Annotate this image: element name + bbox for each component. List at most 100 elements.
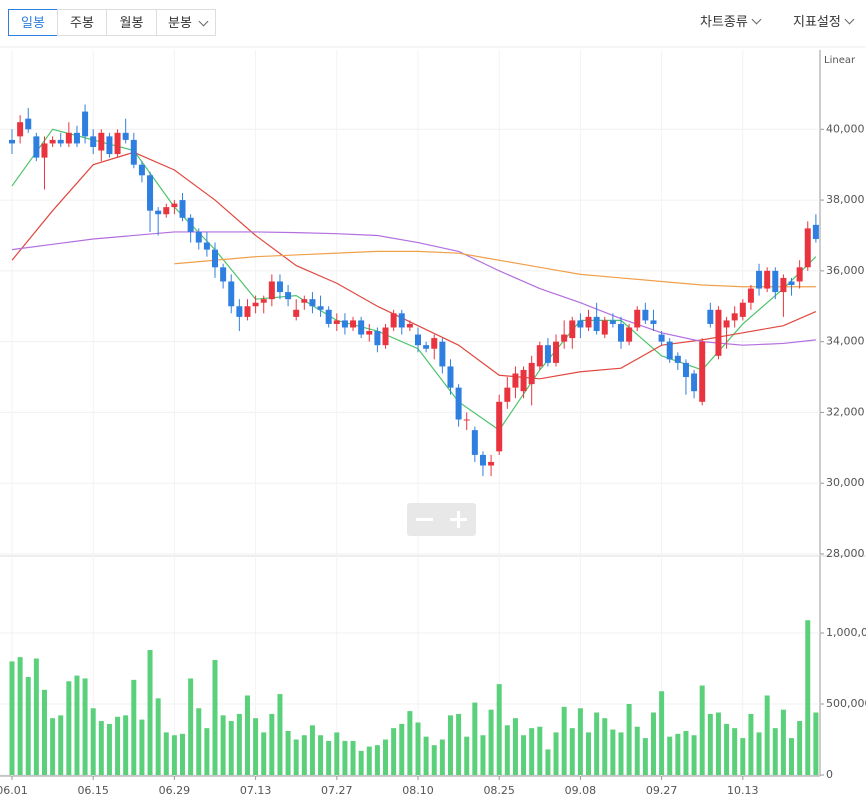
period-button[interactable]: 월봉 (106, 9, 157, 36)
candle-body (520, 369, 527, 392)
candle-body (358, 320, 365, 335)
volume-bar (707, 713, 713, 775)
candle-body (423, 345, 430, 349)
volume-bar (204, 728, 210, 775)
candle-body (17, 122, 24, 137)
candle-body (276, 281, 283, 293)
candle-body (82, 111, 89, 137)
candle-body (130, 139, 137, 165)
x-tick-label: 08.25 (483, 784, 515, 797)
candle-body (788, 281, 795, 286)
candle-body (674, 355, 681, 363)
moving-average-line (11, 231, 816, 346)
volume-bar (512, 718, 518, 775)
volume-bar (301, 735, 307, 775)
volume-bar (504, 725, 510, 775)
x-tick-label: 09.08 (565, 784, 597, 797)
candle-body (90, 136, 97, 147)
candle-body (723, 320, 730, 328)
volume-bar (82, 678, 88, 775)
candle-body (544, 345, 551, 363)
volume-bar (285, 730, 291, 775)
volume-bar (342, 740, 348, 775)
volume-bar (383, 739, 389, 775)
y-tick-label: 40,000 (826, 122, 865, 135)
volume-bar (634, 726, 640, 775)
moving-average-line (174, 250, 816, 288)
candle-body (382, 327, 389, 346)
volume-bar (496, 684, 502, 775)
volume-bar (17, 657, 23, 775)
candle-body (536, 345, 543, 367)
volume-bar (772, 728, 778, 775)
candle-body (455, 387, 462, 420)
candle-body (569, 320, 576, 339)
candle-body (65, 132, 72, 144)
volume-bar (309, 725, 315, 775)
label: 분봉 (168, 16, 192, 31)
volume-bar (415, 722, 421, 775)
candle-body (463, 419, 470, 421)
candle-body (301, 299, 308, 303)
volume-bar (464, 736, 470, 775)
volume-bar (650, 712, 656, 775)
candle-body (634, 309, 641, 328)
candle-body (317, 306, 324, 310)
volume-bar (813, 712, 819, 775)
volume-bar (374, 745, 380, 775)
candle-body (187, 217, 194, 232)
candle-body (179, 200, 186, 218)
scale-label: Linear (824, 55, 856, 66)
volume-bar (472, 702, 478, 775)
candle-body (114, 132, 121, 155)
volume-bar (350, 740, 356, 775)
candle-body (731, 313, 738, 321)
candle-body (796, 267, 803, 282)
y-tick-label: 28,000 (826, 547, 865, 560)
candle-body (252, 302, 259, 307)
label: 차트종류 (700, 15, 748, 30)
volume-bar (115, 716, 121, 775)
volume-bar (431, 745, 437, 775)
volume-bar (724, 723, 730, 775)
menu-button[interactable]: 지표설정 (793, 9, 855, 36)
candle-body (585, 316, 592, 328)
x-tick-label: 07.27 (321, 784, 353, 797)
volume-bar (626, 704, 632, 775)
candle-body (122, 132, 129, 140)
volume-bar (25, 677, 31, 775)
volume-bar (131, 679, 137, 775)
x-tick-label: 06.15 (77, 784, 109, 797)
x-tick-label: 08.10 (402, 784, 434, 797)
candle-body (220, 267, 227, 282)
volume-bar (293, 739, 299, 775)
volume-bar (50, 718, 56, 775)
volume-bar (58, 715, 64, 775)
candle-body (309, 299, 316, 307)
volume-bar (244, 695, 250, 775)
volume-bar (602, 718, 608, 775)
volume-bar (163, 732, 169, 775)
candle-body (682, 362, 689, 378)
candle-body (528, 362, 535, 385)
volume-bar (139, 719, 145, 775)
volume-bar (675, 733, 681, 775)
volume-bar (358, 750, 364, 775)
period-button[interactable]: 일봉 (8, 9, 58, 36)
volume-bar (334, 732, 340, 775)
volume-bar (594, 712, 600, 775)
candle-body (155, 210, 162, 215)
candle-body (747, 288, 754, 303)
volume-bar (740, 738, 746, 775)
candle-body (504, 387, 511, 402)
candle-body (739, 302, 746, 317)
candle-body (406, 323, 413, 328)
period-button[interactable]: 분봉 (156, 9, 216, 36)
menu-button[interactable]: 차트종류 (700, 9, 762, 36)
candle-body (398, 313, 405, 328)
volume-bar (407, 711, 413, 775)
candle-body (147, 175, 154, 211)
candle-body (601, 320, 608, 335)
volume-bar (699, 685, 705, 775)
candle-body (203, 242, 210, 250)
